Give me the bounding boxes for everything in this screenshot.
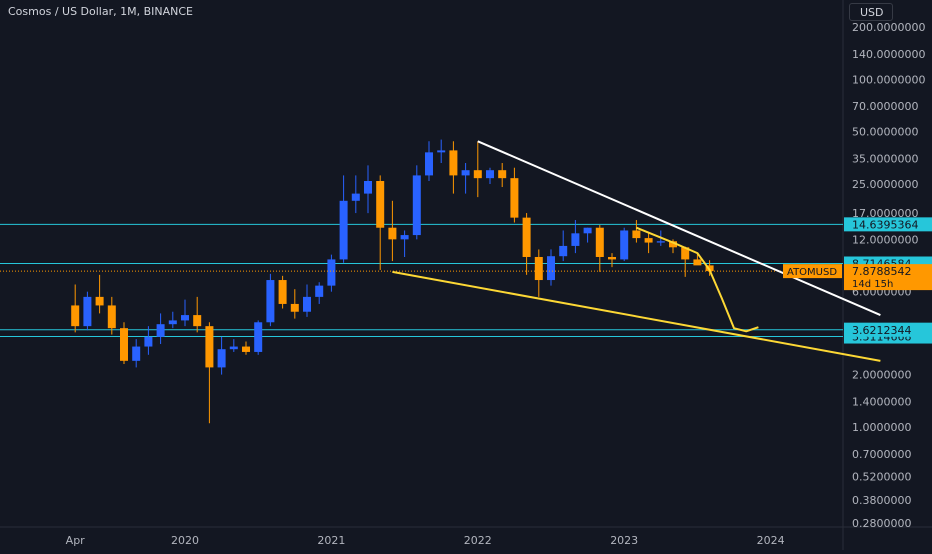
x-tick-label: 2021 bbox=[317, 534, 345, 547]
level-price-tag-bg bbox=[844, 322, 932, 337]
candle-body bbox=[327, 259, 336, 286]
y-tick-label: 0.3800000 bbox=[852, 494, 912, 507]
candle-body bbox=[608, 256, 616, 260]
candle-body bbox=[278, 280, 287, 304]
candle-body bbox=[303, 296, 311, 312]
symbol-tag-bg bbox=[783, 264, 842, 279]
level-price-tag-bg bbox=[844, 217, 932, 232]
y-tick-label: 1.0000000 bbox=[852, 421, 912, 434]
candle-body bbox=[290, 303, 299, 312]
candle-body bbox=[620, 230, 629, 260]
candle-body bbox=[522, 217, 531, 257]
x-tick-label: 2023 bbox=[610, 534, 638, 547]
candle-body bbox=[217, 349, 226, 368]
candle-body bbox=[425, 152, 433, 176]
x-tick-label: 2022 bbox=[464, 534, 492, 547]
candle-body bbox=[547, 256, 555, 281]
candle-body bbox=[632, 230, 641, 239]
candle-body bbox=[156, 324, 165, 337]
projection-path bbox=[636, 226, 759, 333]
candle-body bbox=[559, 245, 568, 257]
x-tick-label: Apr bbox=[66, 534, 86, 547]
candle-body bbox=[400, 235, 409, 240]
candle-body bbox=[388, 227, 397, 240]
candle-body bbox=[168, 320, 177, 325]
y-tick-label: 0.2800000 bbox=[852, 517, 912, 530]
candle-body bbox=[364, 180, 372, 194]
candle-body bbox=[71, 305, 80, 327]
resistance-trendline bbox=[477, 140, 881, 317]
current-price-tag-bg bbox=[844, 264, 932, 291]
candle-body bbox=[669, 241, 677, 248]
support-trendline bbox=[392, 270, 881, 362]
y-tick-label: 17.0000000 bbox=[852, 207, 918, 220]
level-price-tag: 3.6212344 bbox=[852, 324, 912, 337]
candle-body bbox=[595, 227, 604, 257]
y-tick-label: 50.0000000 bbox=[852, 126, 918, 139]
candle-body bbox=[705, 265, 714, 272]
candle-body bbox=[534, 256, 543, 281]
candle-body bbox=[681, 247, 690, 260]
candle-body bbox=[95, 296, 104, 306]
candle-body bbox=[461, 170, 470, 176]
y-tick-label: 1.4000000 bbox=[852, 396, 912, 409]
y-tick-label: 200.0000000 bbox=[852, 21, 925, 34]
candle-body bbox=[315, 285, 324, 297]
candle-body bbox=[644, 238, 653, 243]
candle-body bbox=[437, 150, 446, 153]
candle-body bbox=[656, 241, 665, 243]
y-tick-label: 100.0000000 bbox=[852, 73, 925, 86]
candle-body bbox=[498, 170, 507, 179]
countdown-label: 14d 15h bbox=[852, 279, 893, 290]
y-tick-label: 70.0000000 bbox=[852, 100, 918, 113]
candle-body bbox=[412, 175, 421, 236]
candle-body bbox=[571, 233, 580, 246]
x-tick-label: 2020 bbox=[171, 534, 199, 547]
candle-body bbox=[229, 346, 238, 350]
candle-body bbox=[486, 170, 494, 179]
y-tick-label: 12.0000000 bbox=[852, 233, 918, 246]
currency-selector-button[interactable]: USD bbox=[849, 3, 893, 21]
y-tick-label: 140.0000000 bbox=[852, 48, 925, 61]
candle-body bbox=[473, 170, 482, 179]
level-price-tag: 14.6395364 bbox=[852, 218, 918, 231]
candle-body bbox=[193, 315, 202, 327]
candle-body bbox=[449, 150, 458, 176]
y-tick-label: 2.0000000 bbox=[852, 369, 912, 382]
candle-body bbox=[83, 296, 92, 327]
symbol-tag: ATOMUSD bbox=[787, 267, 837, 278]
candle-body bbox=[693, 259, 702, 266]
candle-body bbox=[181, 315, 189, 321]
y-tick-label: 25.0000000 bbox=[852, 178, 918, 191]
candle-body bbox=[351, 193, 360, 201]
candle-body bbox=[266, 280, 275, 323]
candle-body bbox=[242, 346, 250, 352]
candle-body bbox=[107, 305, 116, 329]
candle-body bbox=[583, 227, 592, 234]
chart-title: Cosmos / US Dollar, 1M, BINANCE bbox=[8, 5, 194, 18]
x-tick-label: 2024 bbox=[757, 534, 785, 547]
candle-body bbox=[120, 328, 128, 361]
candle-body bbox=[376, 180, 385, 228]
candle-body bbox=[510, 178, 519, 218]
y-tick-label: 35.0000000 bbox=[852, 153, 918, 166]
candle-body bbox=[339, 200, 348, 260]
y-tick-label: 0.5200000 bbox=[852, 470, 912, 483]
candle-body bbox=[205, 326, 214, 368]
y-tick-label: 0.7000000 bbox=[852, 448, 912, 461]
candle-body bbox=[132, 346, 141, 361]
current-price-tag: 7.8788542 bbox=[852, 265, 912, 278]
candle-body bbox=[144, 336, 153, 347]
candle-body bbox=[254, 322, 263, 352]
